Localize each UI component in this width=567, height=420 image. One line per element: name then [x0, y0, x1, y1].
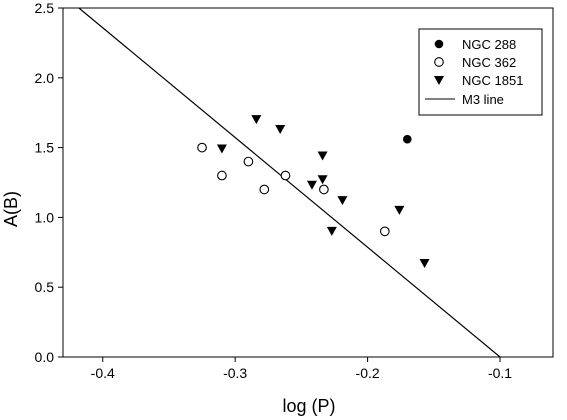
data-point-ngc-1851	[326, 226, 337, 236]
axes: -0.4 -0.3 -0.2 -0.1 0.0 0.5 1.0 1.5 2.0 2.5	[35, 0, 554, 381]
data-point-ngc-362	[217, 170, 227, 181]
data-point-ngc-362	[197, 142, 207, 153]
plot-frame	[62, 7, 554, 358]
x-axis-title: log (P)	[282, 396, 335, 416]
data-point-ngc-362	[259, 184, 270, 195]
series-ngc-362	[197, 142, 390, 237]
data-point-ngc-1851	[337, 196, 348, 206]
data-point-ngc-1851	[317, 175, 328, 185]
data-point-ngc-362	[243, 156, 254, 167]
data-point-ngc-362	[319, 184, 329, 195]
y-tick-label: 1.0	[35, 209, 55, 225]
data-point-ngc-362	[280, 170, 291, 181]
m3-line	[78, 8, 501, 357]
data-point-ngc-1851	[275, 124, 286, 134]
plot-area	[78, 8, 501, 357]
legend-label-ngc-362: NGC 362	[462, 55, 516, 70]
data-point-ngc-1851	[251, 115, 262, 125]
data-point-ngc-1851	[306, 180, 317, 190]
legend-marker-ngc-1851	[434, 76, 444, 85]
data-point-ngc-1851	[216, 144, 227, 154]
y-axis-title: A(B)	[1, 191, 21, 227]
y-tick-label: 2.5	[35, 0, 55, 16]
y-tick-label: 1.5	[35, 140, 55, 156]
x-tick-label: -0.3	[223, 365, 247, 381]
y-tick-label: 0.0	[35, 349, 55, 365]
data-point-ngc-1851	[394, 205, 405, 215]
legend-label-m3-line: M3 line	[462, 92, 504, 107]
legend-marker-ngc-362	[434, 57, 444, 67]
legend-label-ngc-1851: NGC 1851	[462, 73, 523, 88]
reference-lines	[78, 8, 501, 357]
y-tick-label: 2.0	[35, 70, 55, 86]
x-tick-label: -0.2	[356, 365, 380, 381]
legend-marker-ngc-288	[434, 39, 444, 49]
y-tick-label: 0.5	[35, 279, 55, 295]
legend: NGC 288 NGC 362 NGC 1851 M3 line	[418, 28, 543, 116]
series-ngc-288	[403, 134, 412, 144]
data-point-ngc-288	[403, 134, 412, 144]
legend-label-ngc-288: NGC 288	[462, 37, 516, 52]
data-point-ngc-1851	[317, 151, 328, 161]
data-point-ngc-362	[379, 226, 390, 237]
series-ngc-1851	[216, 115, 430, 268]
x-tick-label: -0.4	[91, 365, 115, 381]
x-tick-label: -0.1	[488, 365, 512, 381]
data-point-ngc-1851	[419, 258, 430, 268]
